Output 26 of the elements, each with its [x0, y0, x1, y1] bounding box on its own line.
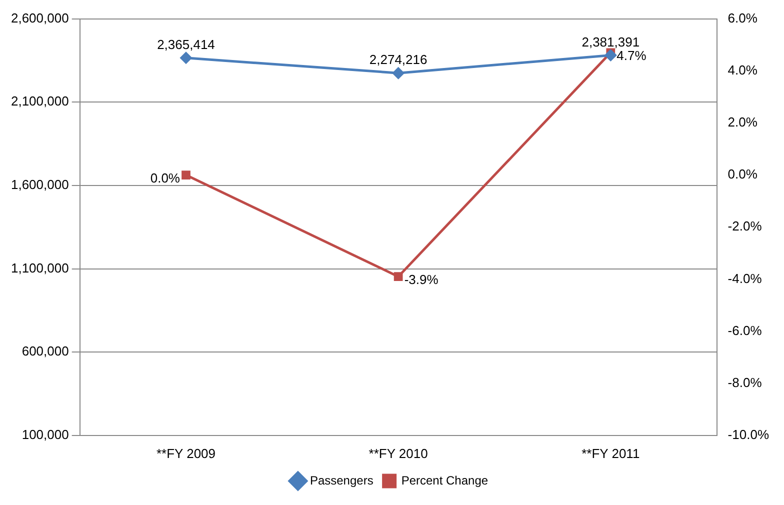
x-tick-label: **FY 2010	[368, 446, 428, 461]
y-tick-label: 1,600,000	[10, 177, 69, 192]
data-label: 2,365,414	[157, 36, 215, 52]
x-tick-label: **FY 2011	[582, 446, 640, 461]
y-tick-label: 1,100,000	[10, 260, 69, 276]
data-label: 2,381,391	[582, 34, 640, 50]
y2-tick-label: 6.0%	[728, 10, 758, 26]
y-tick-label: 600,000	[22, 344, 69, 359]
y2-tick-label: -8.0%	[728, 374, 762, 390]
y2-tick-label: -2.0%	[728, 218, 762, 234]
y2-tick-label: 4.0%	[728, 62, 758, 78]
y2-tick-label: -4.0%	[728, 270, 762, 286]
data-label: -3.9%	[404, 272, 439, 288]
y2-tick-label: -10.0%	[728, 426, 770, 442]
x-tick-label: **FY 2009	[156, 446, 216, 461]
y-tick-label: 100,000	[22, 426, 69, 442]
y2-tick-label: 2.0%	[728, 114, 758, 130]
data-label: 0.0%	[150, 170, 180, 186]
legend-label: Passengers	[310, 473, 374, 488]
legend-label: Percent Change	[401, 473, 488, 488]
y2-tick-label: -6.0%	[728, 322, 762, 338]
y2-tick-label: 0.0%	[728, 166, 758, 182]
data-label: 4.7%	[616, 48, 647, 64]
y-tick-label: 2,600,000	[10, 10, 69, 26]
data-label: 2,274,216	[369, 52, 428, 68]
y-tick-label: 2,100,000	[10, 94, 69, 109]
